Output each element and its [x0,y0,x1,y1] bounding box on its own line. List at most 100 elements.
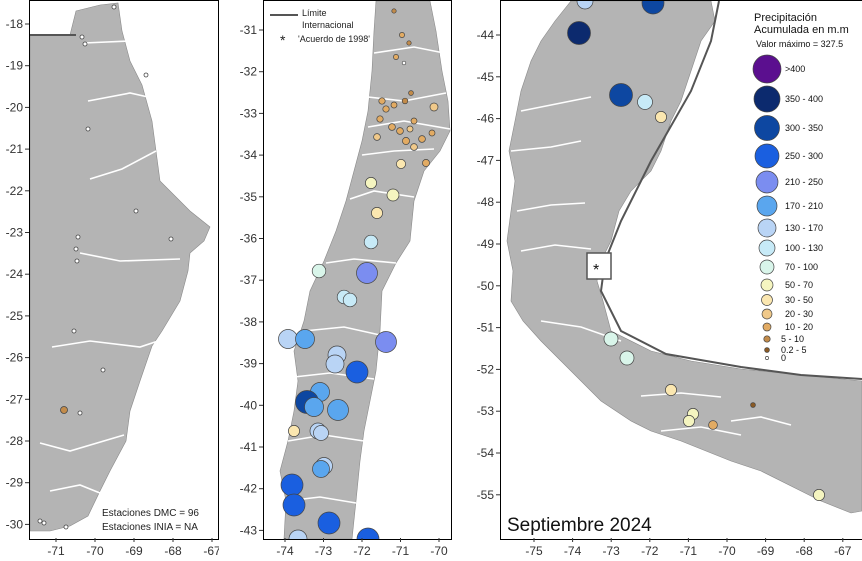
station-marker [396,159,406,169]
station-marker [378,97,386,105]
legend-swatch [763,335,771,343]
north-region-boundary [83,40,131,44]
central-map-svg: Límite Internacional * 'Acuerdo de 1998' [270,1,451,539]
y-tick-label: -49 [477,237,495,251]
station-marker [356,262,378,284]
central-x-axis: -74 -73 -72 -71 -70 [276,538,448,558]
agreement-1998-box [586,252,612,280]
legend-label: 20 - 30 [785,309,813,319]
station-marker [390,101,398,109]
y-tick-label: -46 [477,112,495,126]
station-marker [401,60,407,66]
south-fjord [730,416,792,426]
station-marker [382,105,390,113]
station-marker [641,1,665,15]
station-marker [168,236,174,242]
x-tick-label: -71 [680,544,698,558]
x-tick-label: -69 [125,544,143,558]
legend-label: 250 - 300 [785,151,823,161]
station-marker [406,40,412,46]
station-marker [363,234,379,250]
north-stations [37,4,174,530]
legend-swatch [759,259,775,275]
station-marker [342,292,358,308]
station-marker [399,32,405,38]
legend-label: 5 - 10 [781,334,804,344]
y-tick-label: -29 [6,476,24,490]
x-tick-label: -73 [315,544,333,558]
station-marker [373,133,381,141]
y-tick-label: -25 [6,309,24,323]
station-marker [410,117,418,125]
station-marker [325,354,345,374]
station-marker [375,331,397,353]
y-tick-label: -33 [240,106,258,120]
station-marker [313,425,329,441]
south-fjord [520,96,592,112]
north-y-ticks: -18 -19 -20 -21 -22 -23 -24 -25 -26 -27 -28 -29 -30 [6,17,29,531]
central-region-boundary [367,120,451,130]
station-marker [288,529,308,539]
y-tick-label: -32 [240,65,258,79]
south-land [506,1,862,514]
x-tick-label: -67 [834,544,852,558]
stations-dmc-note: Estaciones DMC = 96 [102,508,199,519]
legend-swatch [752,54,782,84]
station-marker [317,511,341,535]
y-tick-label: -39 [240,357,258,371]
south-fjord [510,140,582,152]
y-tick-label: -35 [240,190,258,204]
y-tick-label: -44 [477,28,495,42]
station-marker [619,350,635,366]
station-marker [74,258,80,264]
legend-items: >400 350 - 400 300 - 350 250 - 300 210 - 250… [752,54,823,363]
station-marker [73,246,79,252]
y-tick-label: -41 [240,440,258,454]
station-marker [85,126,91,132]
station-marker [60,406,68,414]
north-region-boundary [51,336,171,348]
station-marker [388,123,396,131]
x-tick-label: -69 [757,544,775,558]
map-period-title: Septiembre 2024 [507,515,652,536]
north-region-boundary [79,252,181,262]
station-marker [371,207,383,219]
station-marker [410,143,418,151]
north-land [30,2,211,532]
legend-swatch [762,322,772,332]
north-y-axis: -18 -19 -20 -21 -22 -23 -24 -25 -26 -27 -28 -29 -30 [6,17,29,531]
station-marker [393,54,399,60]
y-tick-label: -45 [477,70,495,84]
legend-swatch [761,308,773,320]
stations-inia-note: Estaciones INIA = NA [102,522,198,533]
station-marker [429,102,439,112]
x-tick-label: -70 [86,544,104,558]
legend-label: 300 - 350 [785,123,823,133]
south-fjord [520,244,592,252]
station-marker [422,159,430,167]
y-tick-label: -31 [240,23,258,37]
station-marker [312,460,330,478]
station-marker [683,415,695,427]
y-tick-label: -22 [6,184,24,198]
legend-label: 50 - 70 [785,280,813,290]
y-tick-label: -18 [6,17,24,31]
central-region-boundary [349,190,415,200]
x-tick-label: -68 [796,544,814,558]
station-marker [396,127,404,135]
south-y-ticks: -44 -45 -46 -47 -48 -49 -50 -51 -52 -53 -54 -55 [477,28,500,502]
central-region-boundary [303,326,381,336]
y-tick-label: -24 [6,267,24,281]
south-y-axis: -44 -45 -46 -47 -48 -49 -50 -51 -52 -53 -54 -55 [477,28,500,502]
legend-label: 100 - 130 [785,243,823,253]
station-marker [77,410,83,416]
station-marker [280,473,304,497]
border-legend-label-2: Internacional [302,20,354,30]
y-tick-label: -50 [477,279,495,293]
agreement-legend-star: * [280,32,286,48]
legend-title-line1: Precipitación [754,12,817,24]
legend-swatch [761,294,773,306]
south-fjord [516,202,586,212]
north-x-axis: -71 -70 -69 -68 -67 [47,538,219,558]
y-tick-label: -27 [6,392,24,406]
